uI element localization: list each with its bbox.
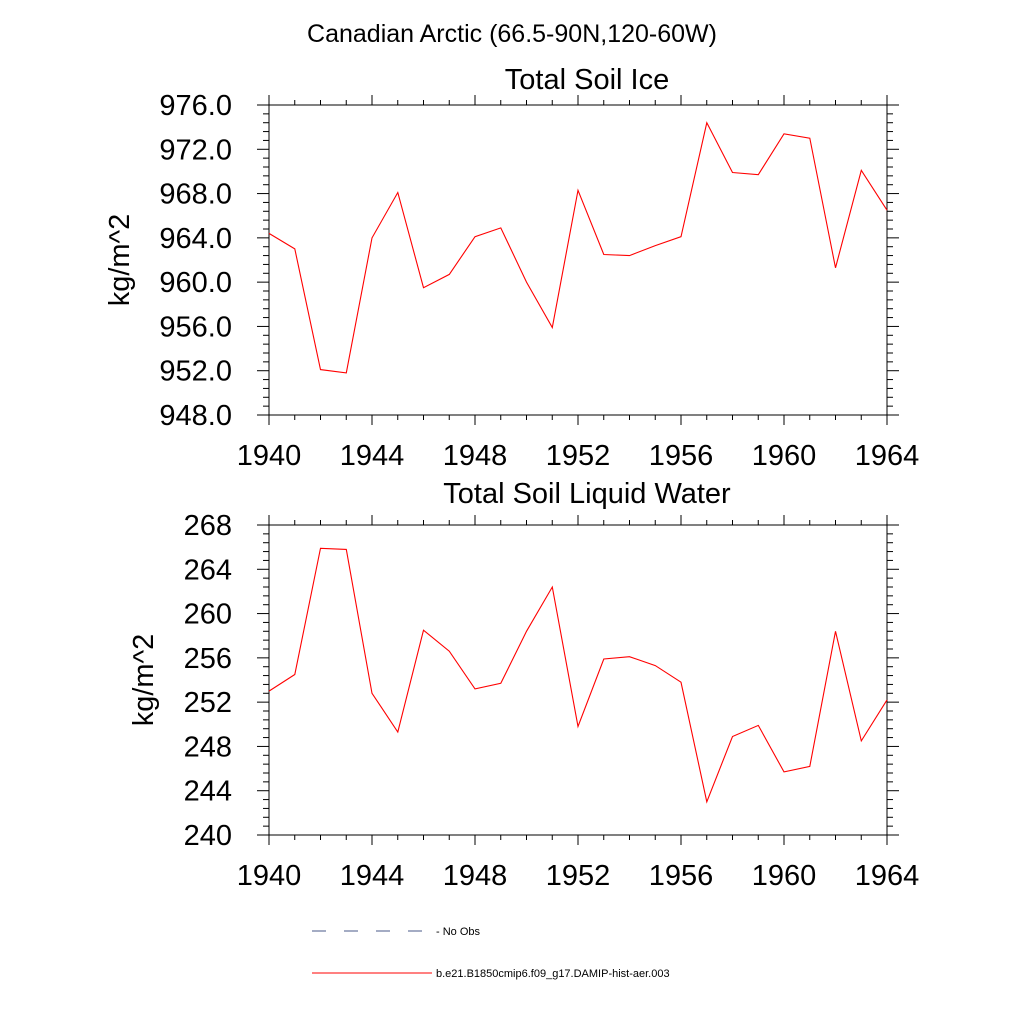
x-tick-label: 1956 <box>649 440 714 472</box>
legend: - No Obs b.e21.B1850cmip6.f09_g17.DAMIP-h… <box>312 926 670 980</box>
figure-title: Canadian Arctic (66.5-90N,120-60W) <box>307 20 717 48</box>
legend-label: - No Obs <box>436 926 481 938</box>
y-tick-label: 956.0 <box>159 311 232 343</box>
y-tick-label: 264 <box>184 554 232 586</box>
y-tick-label: 252 <box>184 687 232 719</box>
y-axis-label: kg/m^2 <box>104 214 136 307</box>
x-tick-label: 1964 <box>855 440 920 472</box>
series-line <box>268 547 888 804</box>
y-tick-label: 960.0 <box>159 267 232 299</box>
panel-title: Total Soil Liquid Water <box>443 478 731 510</box>
x-tick-label: 1948 <box>443 440 508 472</box>
x-tick-label: 1960 <box>752 860 817 892</box>
y-tick-label: 964.0 <box>159 223 232 255</box>
series-line <box>268 121 888 374</box>
panel-title: Total Soil Ice <box>505 64 669 96</box>
x-tick-label: 1952 <box>546 440 611 472</box>
y-tick-label: 240 <box>184 820 232 852</box>
y-tick-label: 268 <box>184 510 232 542</box>
y-tick-label: 952.0 <box>159 356 232 388</box>
x-tick-label: 1940 <box>237 440 302 472</box>
y-tick-label: 976.0 <box>159 90 232 122</box>
x-tick-label: 1944 <box>340 440 405 472</box>
y-tick-label: 948.0 <box>159 400 232 432</box>
y-axis-label: kg/m^2 <box>128 634 160 727</box>
y-tick-label: 256 <box>184 643 232 675</box>
x-tick-label: 1956 <box>649 860 714 892</box>
x-tick-label: 1948 <box>443 860 508 892</box>
legend-label: b.e21.B1850cmip6.f09_g17.DAMIP-hist-aer.… <box>436 968 670 980</box>
x-tick-label: 1944 <box>340 860 405 892</box>
y-tick-label: 260 <box>184 599 232 631</box>
x-tick-label: 1952 <box>546 860 611 892</box>
x-tick-label: 1964 <box>855 860 920 892</box>
y-tick-label: 972.0 <box>159 134 232 166</box>
y-tick-label: 968.0 <box>159 179 232 211</box>
x-tick-label: 1960 <box>752 440 817 472</box>
panel-total-soil-ice: Total Soil Ice 1940 1944 1948 1952 1956 1960 19… <box>104 64 919 472</box>
x-tick-label: 1940 <box>237 860 302 892</box>
panel-total-soil-liquid-water: Total Soil Liquid Water 1940 1944 1948 1952 1… <box>128 478 919 892</box>
plot-frame <box>268 104 888 416</box>
y-tick-label: 244 <box>184 776 232 808</box>
plot-frame <box>268 524 888 836</box>
y-tick-label: 248 <box>184 731 232 763</box>
